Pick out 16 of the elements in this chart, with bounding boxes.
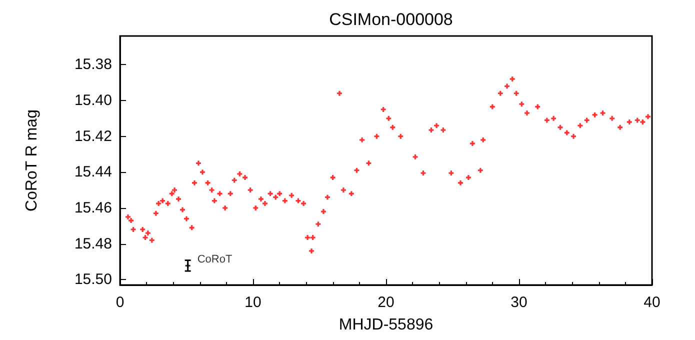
y-tick-label: 15.48 xyxy=(74,235,112,252)
x-tick-label: 40 xyxy=(644,294,660,311)
x-tick-label: 30 xyxy=(510,294,528,311)
y-tick-label: 15.40 xyxy=(74,92,112,109)
chart-title: CSIMon-000008 xyxy=(329,10,453,29)
x-tick-label: 0 xyxy=(116,294,124,311)
y-tick-label: 15.44 xyxy=(74,164,112,181)
x-tick-label: 10 xyxy=(244,294,262,311)
y-tick-label: 15.46 xyxy=(74,199,112,216)
series-label: CoRoT xyxy=(197,254,232,266)
y-tick-label: 15.38 xyxy=(74,56,112,74)
y-tick-label: 15.50 xyxy=(74,271,112,288)
y-axis-title: CoRoT R mag xyxy=(24,110,40,212)
y-tick-label: 15.42 xyxy=(74,128,112,145)
x-tick-label: 20 xyxy=(378,294,394,311)
x-axis-title: MHJD-55896 xyxy=(338,316,434,334)
